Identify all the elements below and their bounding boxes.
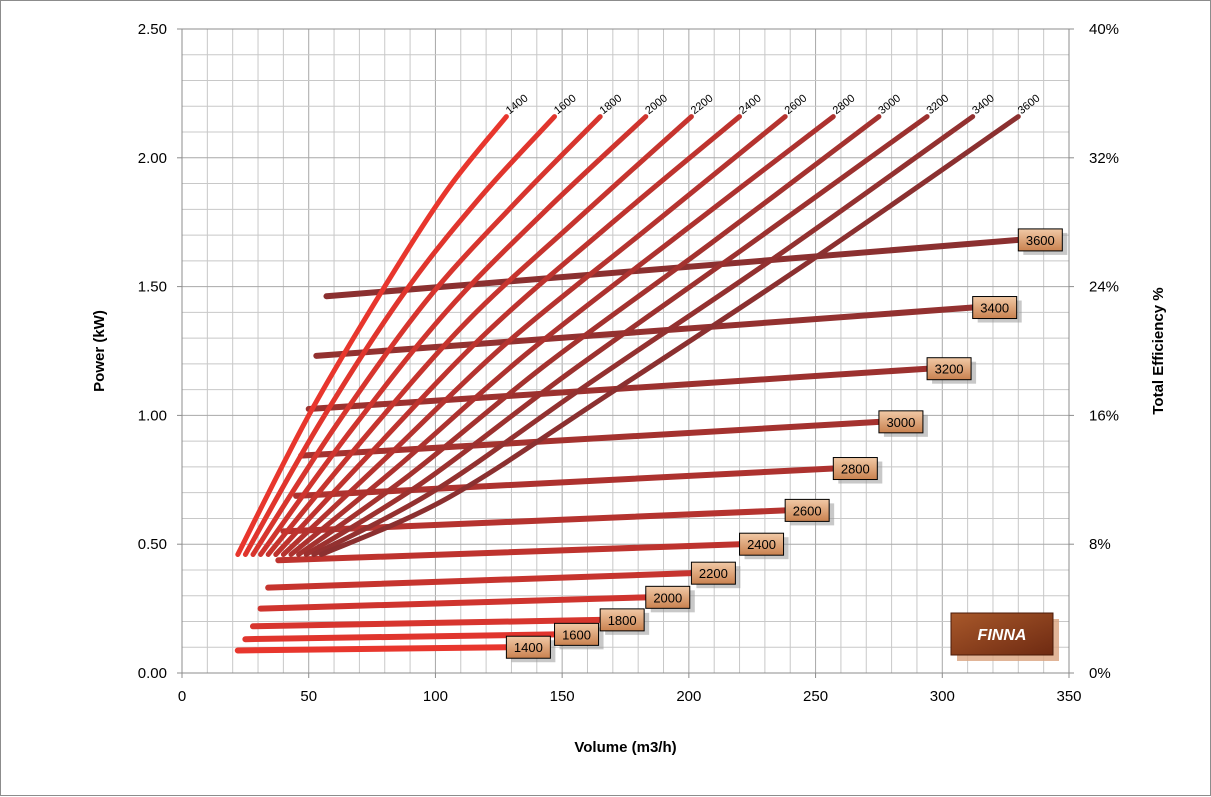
power-curve-label-1600: 1600	[552, 92, 579, 117]
efficiency-label-2800: 2800	[841, 462, 870, 477]
power-curve-2200	[265, 114, 694, 557]
x-tick-label: 350	[1056, 688, 1081, 705]
y2-tick-label: 0%	[1089, 665, 1111, 682]
power-curve-3400	[311, 114, 976, 557]
y2-tick-label: 32%	[1089, 150, 1119, 167]
y-tick-label: 2.50	[138, 21, 167, 38]
x-tick-label: 250	[803, 688, 828, 705]
x-tick-label: 50	[300, 688, 317, 705]
efficiency-label-1400: 1400	[514, 640, 543, 655]
power-curve-label-3000: 3000	[876, 92, 903, 117]
efficiency-label-3600: 3600	[1026, 233, 1055, 248]
efficiency-label-3200: 3200	[935, 362, 964, 377]
plot-area-border	[181, 28, 1070, 674]
x-tick-label: 100	[423, 688, 448, 705]
power-curve-label-3600: 3600	[1016, 92, 1043, 117]
power-curve-2400	[273, 114, 742, 557]
efficiency-label-2200: 2200	[699, 566, 728, 581]
efficiency-line-1800	[249, 616, 604, 630]
x-axis-title: Volume (m3/h)	[574, 739, 676, 756]
efficiency-line-2000	[257, 594, 649, 612]
efficiency-label-box-3600	[1017, 228, 1063, 252]
power-curve-2600	[280, 114, 788, 557]
y-tick-label: 0.00	[138, 665, 167, 682]
power-curve-label-2000: 2000	[643, 92, 670, 117]
efficiency-label-1600: 1600	[562, 627, 591, 642]
efficiency-line-3600	[323, 236, 1022, 300]
y2-axis-title: Total Efficiency %	[1150, 287, 1167, 414]
efficiency-label-box-1600	[554, 622, 600, 646]
efficiency-line-3000	[298, 418, 882, 459]
efficiency-label-2400: 2400	[747, 537, 776, 552]
x-tick-label: 200	[676, 688, 701, 705]
power-curve-2000	[258, 114, 649, 557]
power-curve-1800	[250, 114, 603, 557]
efficiency-label-box-3400	[972, 296, 1018, 320]
y2-tick-label: 24%	[1089, 279, 1119, 296]
x-tick-label: 0	[178, 688, 186, 705]
efficiency-line-2200	[265, 570, 695, 591]
y-tick-label: 1.50	[138, 279, 167, 296]
power-curve-1600	[242, 114, 557, 557]
efficiency-label-box-1400	[505, 635, 551, 659]
efficiency-line-1400	[234, 644, 510, 654]
power-curve-2800	[288, 114, 836, 557]
efficiency-label-box-2600	[784, 498, 830, 522]
efficiency-label-box-2800	[832, 457, 878, 481]
brand-text: FINNA	[978, 627, 1027, 644]
power-curve-1400	[235, 114, 509, 557]
efficiency-line-1600	[242, 631, 558, 643]
power-curve-3600	[318, 114, 1021, 557]
y-tick-label: 2.00	[138, 150, 167, 167]
y2-tick-label: 16%	[1089, 407, 1119, 424]
y2-tick-label: 8%	[1089, 536, 1111, 553]
efficiency-label-box-1800	[599, 608, 645, 632]
brand-box	[950, 612, 1054, 656]
brand-badge: FINNA	[950, 612, 1059, 661]
power-curve-label-2200: 2200	[689, 92, 716, 117]
axes: 0 50 100 150 200 250 300 350 0.00 0.50 1.00 1.50 2.0…	[91, 21, 1167, 756]
power-curve-label-2400: 2400	[737, 92, 764, 117]
efficiency-label-1800: 1800	[608, 613, 637, 628]
efficiency-label-3400: 3400	[980, 301, 1009, 316]
power-curve-label-3200: 3200	[925, 92, 952, 117]
power-curve-3200	[303, 114, 930, 557]
power-curve-label-2800: 2800	[831, 92, 858, 117]
efficiency-line-2400	[275, 541, 743, 564]
power-curve-3000	[296, 114, 882, 557]
efficiency-label-box-3000	[878, 410, 924, 434]
y-tick-label: 0.50	[138, 536, 167, 553]
power-series	[235, 114, 1021, 557]
power-curve-label-1400: 1400	[504, 92, 531, 117]
efficiency-label-box-3200	[926, 357, 972, 381]
y-tick-label: 1.00	[138, 407, 167, 424]
efficiency-line-3400	[313, 304, 976, 359]
efficiency-label-box-2400	[739, 532, 785, 556]
efficiency-label-box-2200	[690, 561, 736, 585]
power-curve-label-1800: 1800	[598, 92, 625, 117]
y2-tick-label: 40%	[1089, 21, 1119, 38]
x-tick-label: 150	[550, 688, 575, 705]
efficiency-label-box-2000	[645, 585, 691, 609]
efficiency-label-2000: 2000	[653, 590, 682, 605]
y-axis-title: Power (kW)	[91, 310, 108, 392]
x-tick-label: 300	[930, 688, 955, 705]
efficiency-label-3000: 3000	[886, 415, 915, 430]
efficiency-label-2600: 2600	[793, 503, 822, 518]
power-curve-label-2600: 2600	[783, 92, 810, 117]
